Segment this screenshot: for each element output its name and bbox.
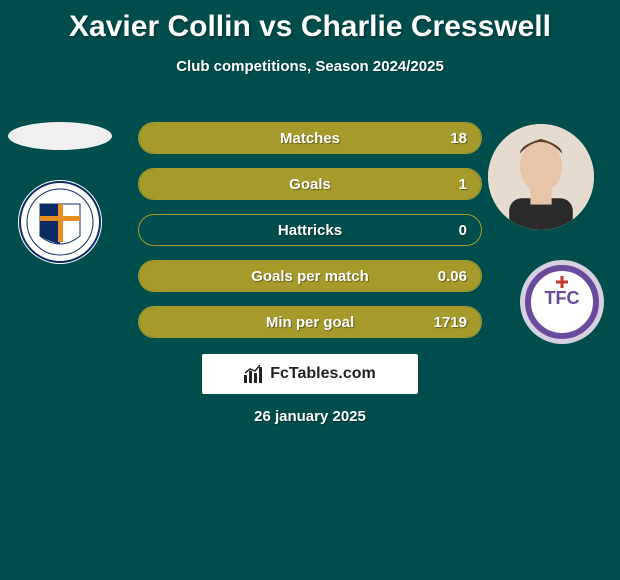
stats-container: Matches18 Goals1 Hattricks0 Goals per match… [138, 122, 482, 352]
stat-label: Goals per match [139, 261, 481, 291]
stat-row: Goals per match0.06 [138, 260, 482, 292]
watermark-text: FcTables.com [270, 365, 376, 383]
player-photo-left [8, 122, 112, 150]
club-logo-right: TFC [520, 260, 604, 344]
subtitle: Club competitions, Season 2024/2025 [0, 58, 620, 75]
player-photo-right [488, 124, 594, 230]
page-title: Xavier Collin vs Charlie Cresswell [0, 0, 620, 44]
watermark: FcTables.com [202, 354, 418, 394]
stat-label: Goals [139, 169, 481, 199]
stat-row: Min per goal1719 [138, 306, 482, 338]
stat-value-right: 0 [459, 215, 467, 245]
stat-value-right: 18 [450, 123, 467, 153]
club-logo-left [18, 180, 102, 264]
stat-label: Matches [139, 123, 481, 153]
stat-label: Min per goal [139, 307, 481, 337]
stat-row: Hattricks0 [138, 214, 482, 246]
stat-value-right: 1 [459, 169, 467, 199]
stat-value-right: 1719 [434, 307, 467, 337]
date: 26 january 2025 [0, 408, 620, 425]
chart-icon [244, 365, 264, 383]
stat-label: Hattricks [139, 215, 481, 245]
stat-row: Matches18 [138, 122, 482, 154]
svg-text:TFC: TFC [545, 288, 580, 308]
stat-row: Goals1 [138, 168, 482, 200]
stat-value-right: 0.06 [438, 261, 467, 291]
